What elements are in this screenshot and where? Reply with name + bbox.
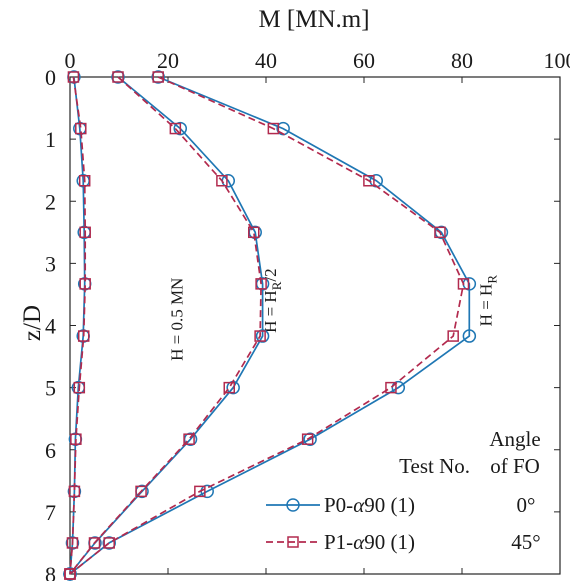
series-2-small-line bbox=[69, 76, 87, 575]
curve-annotation-full: H = HR bbox=[476, 275, 499, 327]
series-2-point bbox=[103, 537, 115, 549]
y-tick-label: 0 bbox=[45, 65, 56, 90]
legend-marker-2 bbox=[287, 536, 299, 548]
x-tick-label: 20 bbox=[157, 48, 179, 73]
legend-header-of-fo: of FO bbox=[490, 454, 540, 478]
legend-header-angle: Angle bbox=[489, 427, 540, 451]
series-1-point bbox=[462, 329, 477, 343]
x-tick-label: 80 bbox=[451, 48, 473, 73]
legend-angle-1: 0° bbox=[517, 493, 536, 517]
series-2-point bbox=[68, 485, 81, 498]
legend-label-2: P1-α90 (1) bbox=[324, 530, 415, 554]
series-2-point bbox=[248, 226, 260, 239]
series-1-point bbox=[102, 536, 116, 550]
legend-label-1: P0-α90 (1) bbox=[324, 493, 415, 517]
series-2-point bbox=[183, 433, 195, 445]
series-2-point bbox=[447, 330, 459, 342]
series-2-point bbox=[223, 381, 235, 394]
series-2-point bbox=[152, 71, 164, 83]
series-2-point bbox=[194, 485, 206, 498]
y-axis-title: z/D bbox=[19, 305, 46, 341]
series-2-point bbox=[67, 71, 80, 83]
legend-header-test-no: Test No. bbox=[399, 454, 470, 478]
y-tick-label: 5 bbox=[45, 376, 56, 401]
series-2-point bbox=[254, 330, 266, 342]
ticks-layer: 0 20 40 60 80 100 0 1 2 3 4 5 6 7 8 bbox=[45, 48, 570, 581]
y-tick-label: 6 bbox=[45, 438, 56, 463]
series-2-point bbox=[64, 568, 76, 580]
series-2-point bbox=[79, 278, 91, 290]
annotation-layer: H = 0.5 MN H = HR/2H = HR bbox=[168, 268, 500, 361]
series-2-half-line bbox=[69, 76, 262, 575]
y-tick-label: 4 bbox=[45, 314, 56, 339]
series-1-point bbox=[63, 567, 77, 581]
series-2-point bbox=[78, 174, 91, 187]
series-2-point bbox=[66, 537, 79, 549]
series-2-point bbox=[434, 226, 446, 239]
series-2-point bbox=[301, 433, 314, 445]
series-2-point bbox=[457, 278, 470, 290]
x-tick-label: 40 bbox=[255, 48, 277, 73]
series-1-half-line bbox=[69, 76, 264, 575]
series-2-point bbox=[385, 381, 397, 394]
series-2-point bbox=[169, 122, 182, 135]
series-2-point bbox=[112, 71, 124, 83]
series-1-point bbox=[151, 70, 165, 84]
series-2-point bbox=[77, 330, 90, 342]
y-tick-label: 3 bbox=[45, 251, 56, 276]
series-2-point bbox=[267, 122, 280, 135]
series-1-point bbox=[391, 380, 406, 395]
x-tick-label: 100 bbox=[544, 48, 570, 73]
series-2-point bbox=[135, 485, 147, 498]
series-2-point bbox=[255, 278, 267, 290]
series-2-point bbox=[216, 174, 228, 187]
series-2-point bbox=[363, 174, 375, 187]
x-tick-label: 60 bbox=[353, 48, 375, 73]
series-1-point bbox=[303, 432, 317, 446]
series-1-full-line bbox=[69, 76, 471, 575]
x-tick-label: 0 bbox=[65, 48, 76, 73]
series-2-point bbox=[79, 226, 91, 239]
series-1-point bbox=[255, 329, 270, 343]
series-2-point bbox=[75, 122, 87, 135]
series-1-point bbox=[173, 121, 187, 136]
series-2-full-line bbox=[69, 76, 465, 575]
y-tick-label: 1 bbox=[45, 127, 56, 152]
series-layer bbox=[63, 70, 477, 581]
series-2-point bbox=[88, 537, 101, 549]
legend: Test No. Angle of FO P0-α90 (1) 0° P1-α90 … bbox=[266, 427, 541, 554]
y-tick-label: 8 bbox=[45, 562, 56, 581]
series-2-point bbox=[70, 433, 82, 445]
legend-marker-1 bbox=[286, 498, 300, 512]
y-tick-label: 7 bbox=[45, 500, 56, 525]
y-tick-label: 2 bbox=[45, 189, 56, 214]
legend-angle-2: 45° bbox=[511, 530, 540, 554]
series-2-point bbox=[73, 381, 86, 394]
x-axis-title: M [MN.m] bbox=[258, 6, 369, 33]
curve-annotation-small: H = 0.5 MN bbox=[168, 278, 187, 361]
series-1-point bbox=[111, 70, 125, 84]
series-1-point bbox=[65, 536, 80, 550]
